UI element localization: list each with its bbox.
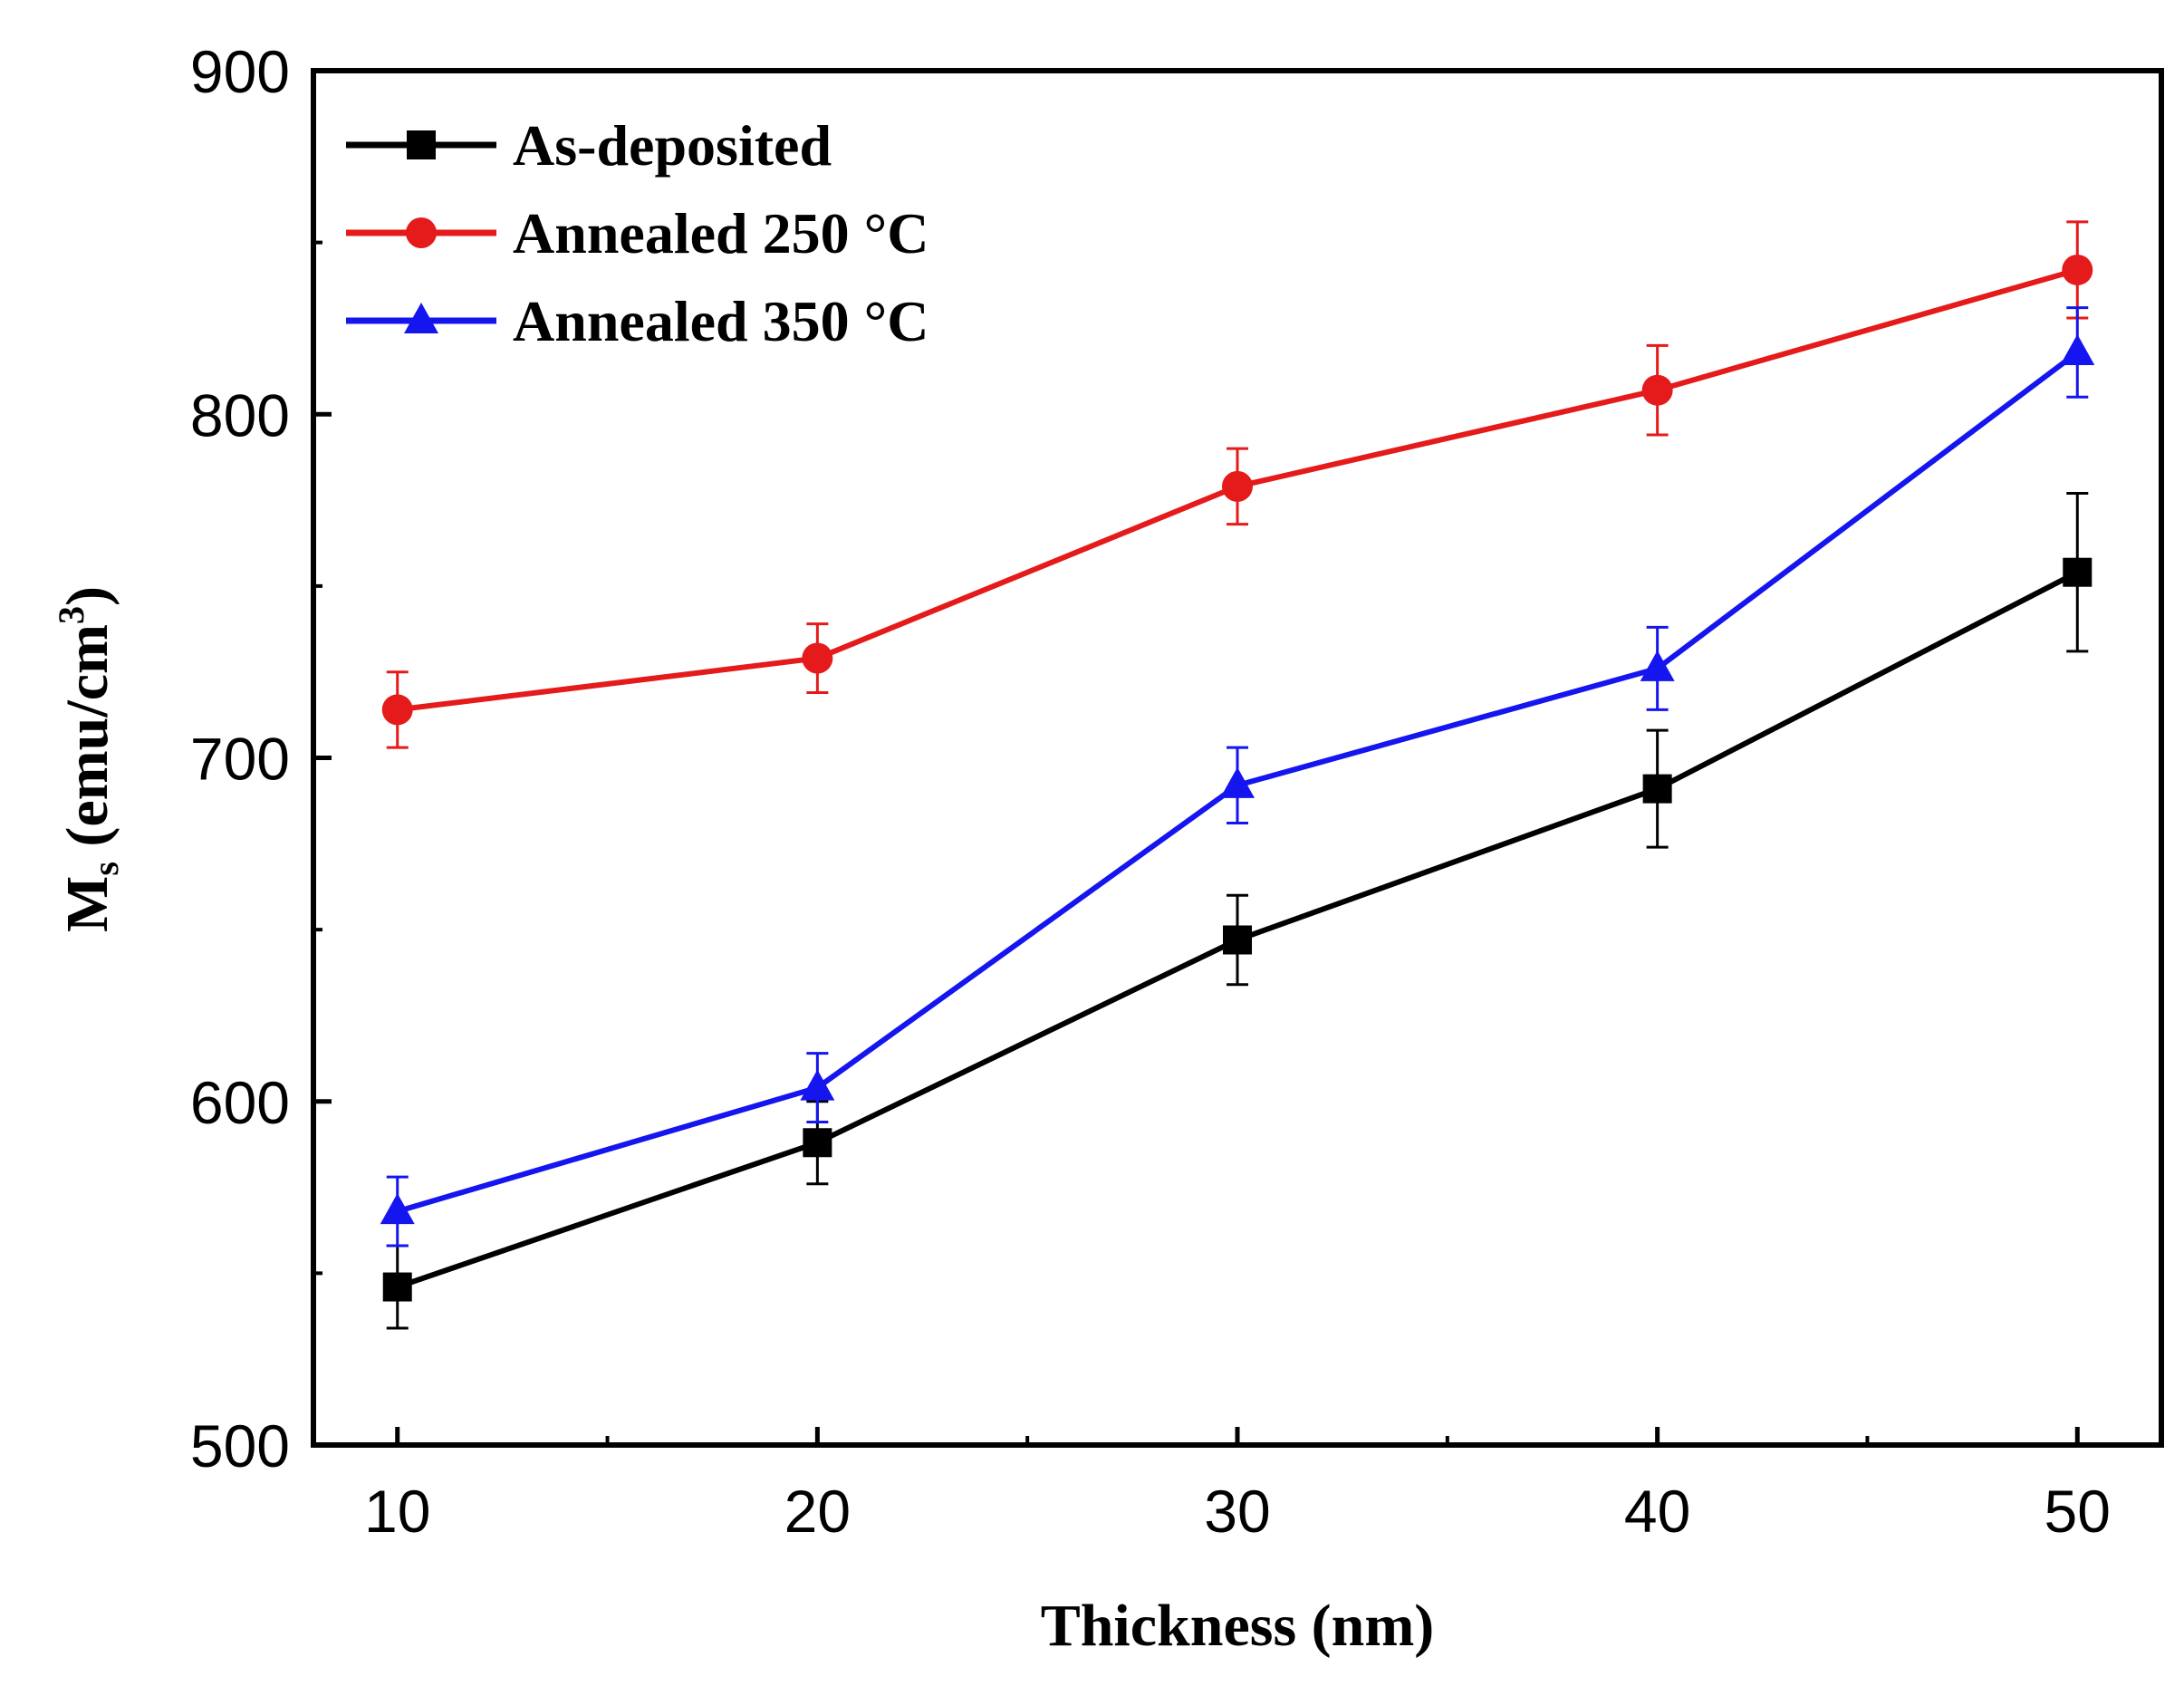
y-tick-label: 800 <box>190 381 290 448</box>
legend-label: Annealed 250 °C <box>513 201 928 265</box>
y-axis-title: Ms (emu/cm3) <box>51 586 126 932</box>
data-point <box>2060 333 2095 365</box>
y-tick-label: 700 <box>190 726 290 793</box>
data-point <box>2062 254 2093 285</box>
x-tick-label: 10 <box>364 1478 430 1545</box>
series-as-deposited <box>382 491 2093 1330</box>
y-axis-title-unit: (emu/cm <box>54 624 120 862</box>
data-point <box>380 1193 415 1225</box>
legend-item: As-deposited <box>346 113 832 178</box>
x-tick-label: 20 <box>784 1478 851 1545</box>
series-layer <box>380 220 2095 1330</box>
legend-label: Annealed 350 °C <box>513 289 928 353</box>
data-point <box>800 1069 835 1101</box>
x-tick-label: 30 <box>1204 1478 1270 1545</box>
data-point <box>1640 650 1675 681</box>
data-point <box>803 1128 832 1158</box>
y-axis-title-sup: 3 <box>51 606 91 624</box>
x-tick-label: 50 <box>2044 1478 2111 1545</box>
y-axis-title-main: M <box>54 876 120 932</box>
data-point <box>1641 374 1673 406</box>
data-point <box>802 642 833 674</box>
legend-marker <box>404 303 438 333</box>
series-annealed-250-c <box>381 220 2093 749</box>
data-point <box>1642 774 1672 804</box>
legend-marker <box>407 130 436 159</box>
series-annealed-350-c <box>380 306 2095 1248</box>
y-tick-label: 500 <box>190 1412 290 1479</box>
axis-ticks <box>313 68 2080 1448</box>
legend: As-deposited Annealed 250 °C Annealed 350 … <box>346 113 928 353</box>
y-tick-label: 900 <box>190 38 290 105</box>
x-tick-label: 40 <box>1624 1478 1690 1545</box>
data-point <box>382 1272 412 1302</box>
data-point <box>1223 925 1252 955</box>
y-tick-labels: 500 600 700 800 900 <box>190 38 290 1479</box>
y-axis-title-close: ) <box>54 586 120 606</box>
data-point <box>2063 557 2093 587</box>
x-tick-labels: 10 20 30 40 50 <box>364 1478 2111 1545</box>
legend-marker <box>406 217 437 248</box>
legend-label: As-deposited <box>513 113 832 178</box>
y-tick-label: 600 <box>190 1069 290 1136</box>
legend-item: Annealed 250 °C <box>346 201 928 265</box>
data-point <box>381 694 413 726</box>
y-axis-title-sub: s <box>85 862 126 876</box>
x-axis-title: Thickness (nm) <box>1041 1593 1435 1659</box>
data-point <box>1222 470 1253 502</box>
legend-item: Annealed 350 °C <box>346 289 928 353</box>
data-point <box>1220 766 1255 798</box>
